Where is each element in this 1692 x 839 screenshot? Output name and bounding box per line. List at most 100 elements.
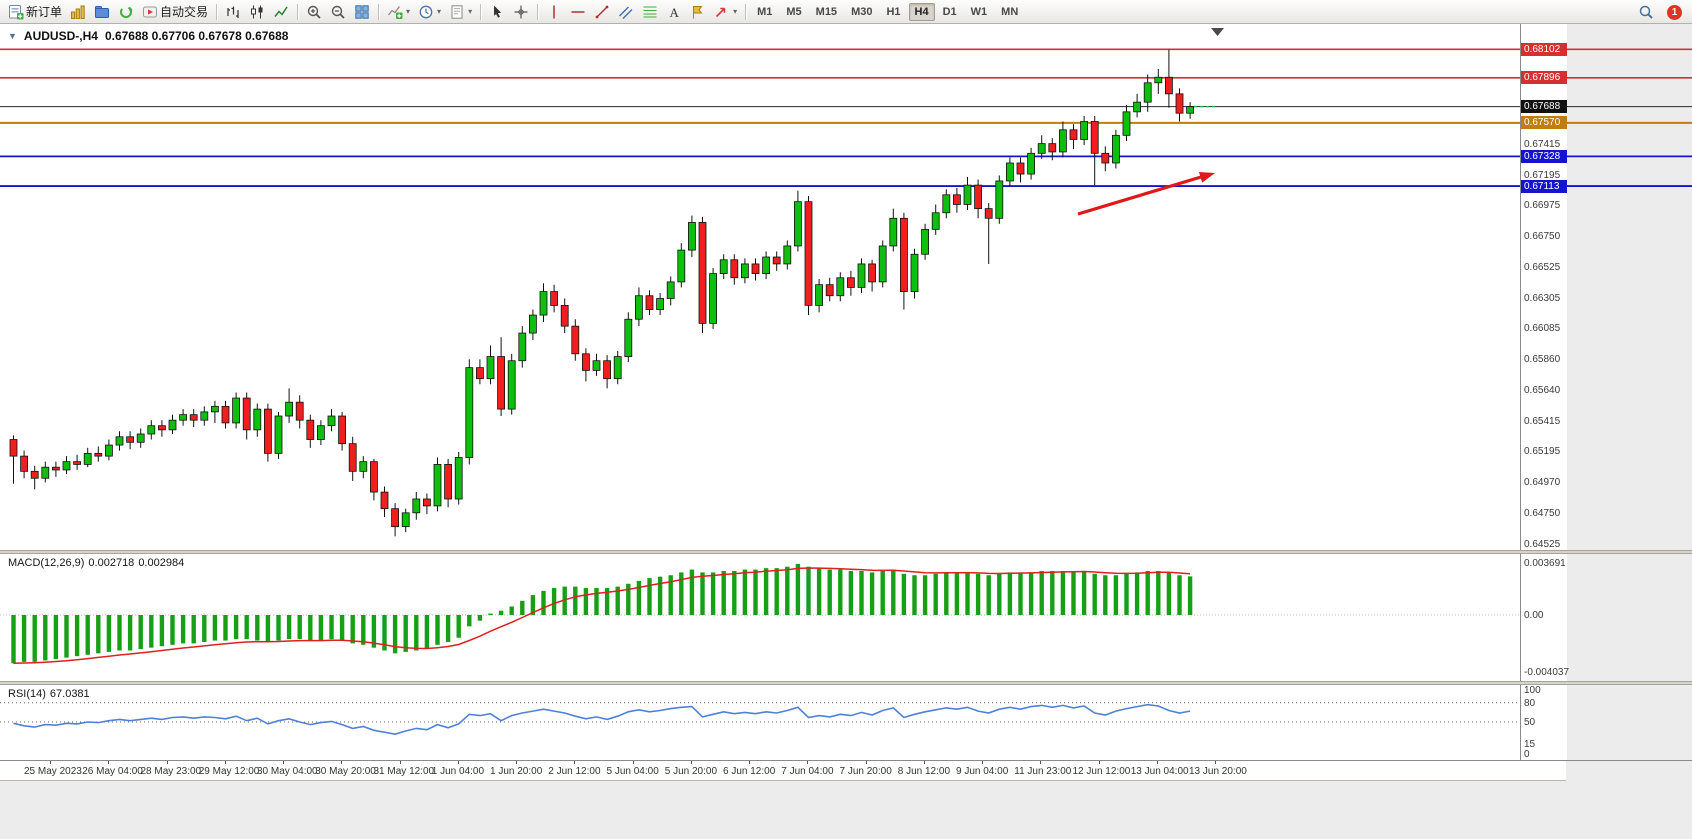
rsi-name: RSI(14) — [8, 688, 46, 700]
fibonacci-button[interactable] — [638, 2, 662, 22]
time-axis-label: 1 Jun 20:00 — [490, 766, 543, 777]
time-axis[interactable]: 25 May 2023 26 May 04:00 28 May 23:00 29 Ma… — [0, 760, 1692, 781]
charts-icon — [70, 4, 86, 20]
timeframe-h1[interactable]: H1 — [886, 5, 901, 18]
arrows-button[interactable]: ▾ — [710, 2, 741, 22]
label-icon — [690, 4, 706, 20]
toolbar: 新订单 自动交易 ▾ ▾ ▾ A ▾ M1 M5 M15 M30 H1 H4 D1 W1 MN 1 — [0, 0, 1692, 24]
timeframe-m15[interactable]: M15 — [815, 5, 838, 18]
one-click-trading-toggle[interactable]: ▼ — [8, 31, 17, 41]
rsi-value: 67.0381 — [49, 688, 90, 700]
trend-arrow-annotation[interactable] — [1077, 172, 1215, 216]
toolbar-separator — [378, 3, 380, 20]
time-axis-tick — [982, 761, 983, 764]
indicators-icon — [387, 4, 403, 20]
text-icon: A — [666, 4, 682, 20]
rsi-panel-canvas[interactable] — [0, 684, 1692, 760]
tile-windows-icon — [354, 4, 370, 20]
timeframe-m30[interactable]: M30 — [851, 5, 873, 18]
templates-button[interactable]: ▾ — [445, 2, 476, 22]
trendline-icon — [594, 4, 610, 20]
time-axis-tick — [574, 761, 576, 764]
time-axis-tick — [807, 761, 809, 764]
macd-name: MACD(12,26,9) — [8, 557, 85, 569]
template-icon — [449, 4, 465, 20]
cursor-button[interactable] — [485, 2, 509, 22]
chart-ohlc-values: 0.67688 0.67706 0.67678 0.67688 — [104, 29, 289, 43]
time-axis-tick — [341, 761, 343, 764]
time-axis-label: 25 May 2023 — [24, 766, 82, 777]
timeframe-switcher: M1 M5 M15 M30 H1 H4 D1 W1 MN — [750, 2, 1025, 21]
time-axis-tick — [1215, 761, 1216, 764]
candlestick-chart-button[interactable] — [245, 2, 269, 22]
time-axis-label: 9 Jun 04:00 — [956, 766, 1009, 777]
notification-badge[interactable]: 1 — [1667, 4, 1682, 20]
time-axis-tick — [1040, 761, 1042, 764]
fibo-icon — [642, 4, 658, 20]
time-axis-label: 31 May 12:00 — [373, 766, 435, 777]
chevron-down-icon: ▾ — [733, 7, 738, 16]
profiles-button[interactable] — [90, 2, 114, 22]
bar-chart-button[interactable] — [221, 2, 245, 22]
zoom-in-button[interactable] — [302, 2, 326, 22]
timeframe-m5[interactable]: M5 — [786, 5, 802, 18]
timeframe-w1[interactable]: W1 — [970, 5, 988, 18]
workspace-background — [0, 780, 1692, 839]
profiles-icon — [94, 4, 110, 20]
periods-button[interactable]: ▾ — [414, 2, 445, 22]
rsi-line — [13, 703, 1191, 736]
crosshair-button[interactable] — [509, 2, 533, 22]
text-button[interactable]: A — [662, 2, 686, 22]
toolbar-separator — [537, 3, 539, 20]
hline-icon — [570, 4, 586, 20]
chevron-down-icon: ▾ — [437, 7, 442, 16]
timeframe-mn[interactable]: MN — [1001, 5, 1019, 18]
auto-trading-label: 自动交易 — [160, 5, 209, 19]
macd-panel-canvas[interactable] — [0, 553, 1692, 681]
shapes-icon — [714, 4, 730, 20]
new-order-button[interactable]: 新订单 — [4, 2, 66, 22]
charts-button[interactable] — [66, 2, 90, 22]
time-axis-tick — [108, 761, 110, 764]
timeframe-d1[interactable]: D1 — [942, 5, 957, 18]
toolbar-buttons: 新订单 自动交易 ▾ ▾ ▾ A ▾ — [4, 2, 750, 22]
tile-windows-button[interactable] — [350, 2, 374, 22]
time-axis-tick — [50, 761, 51, 764]
chart-shift-marker[interactable] — [1211, 28, 1224, 36]
macd-signal-value: 0.002984 — [138, 557, 185, 569]
search-button[interactable] — [1634, 2, 1658, 22]
line-chart-button[interactable] — [269, 2, 293, 22]
indicators-button[interactable]: ▾ — [383, 2, 414, 22]
timeframe-m1[interactable]: M1 — [757, 5, 773, 18]
vertical-line-button[interactable] — [542, 2, 566, 22]
panel-separator-rsi[interactable] — [0, 681, 1692, 685]
equidistant-channel-button[interactable] — [614, 2, 638, 22]
price-scale[interactable] — [1520, 24, 1567, 780]
toolbar-separator — [216, 3, 218, 20]
svg-text:A: A — [670, 5, 680, 20]
time-axis-tick — [632, 761, 634, 764]
time-axis-label: 7 Jun 04:00 — [781, 766, 834, 777]
panel-separator-macd[interactable] — [0, 550, 1692, 554]
time-axis-label: 7 Jun 20:00 — [839, 766, 892, 777]
refresh-button[interactable] — [114, 2, 138, 22]
chart-window: 0.67415 0.67195 0.66975 0.66750 0.66525 0.663… — [0, 24, 1692, 781]
main-chart-canvas[interactable] — [0, 24, 1692, 550]
clock-icon — [418, 4, 434, 20]
refresh-icon — [118, 4, 134, 20]
text-label-button[interactable] — [686, 2, 710, 22]
zoom-out-button[interactable] — [326, 2, 350, 22]
bar-chart-icon — [225, 4, 241, 20]
time-axis-label: 1 Jun 04:00 — [431, 766, 485, 777]
timeframe-h4[interactable]: H4 — [908, 2, 935, 21]
trendline-button[interactable] — [590, 2, 614, 22]
macd-indicator-label: MACD(12,26,9) 0.002718 0.002984 — [8, 557, 188, 569]
time-axis-label: 2 Jun 12:00 — [548, 766, 601, 777]
vline-icon — [546, 4, 562, 20]
chart-symbol-period: AUDUSD-,H4 — [23, 29, 98, 43]
horizontal-line-button[interactable] — [566, 2, 590, 22]
time-axis-label: 26 May 04:00 — [82, 766, 143, 777]
auto-trading-button[interactable]: 自动交易 — [138, 2, 212, 22]
time-axis-label: 13 Jun 20:00 — [1189, 766, 1247, 777]
cursor-icon — [489, 4, 505, 20]
